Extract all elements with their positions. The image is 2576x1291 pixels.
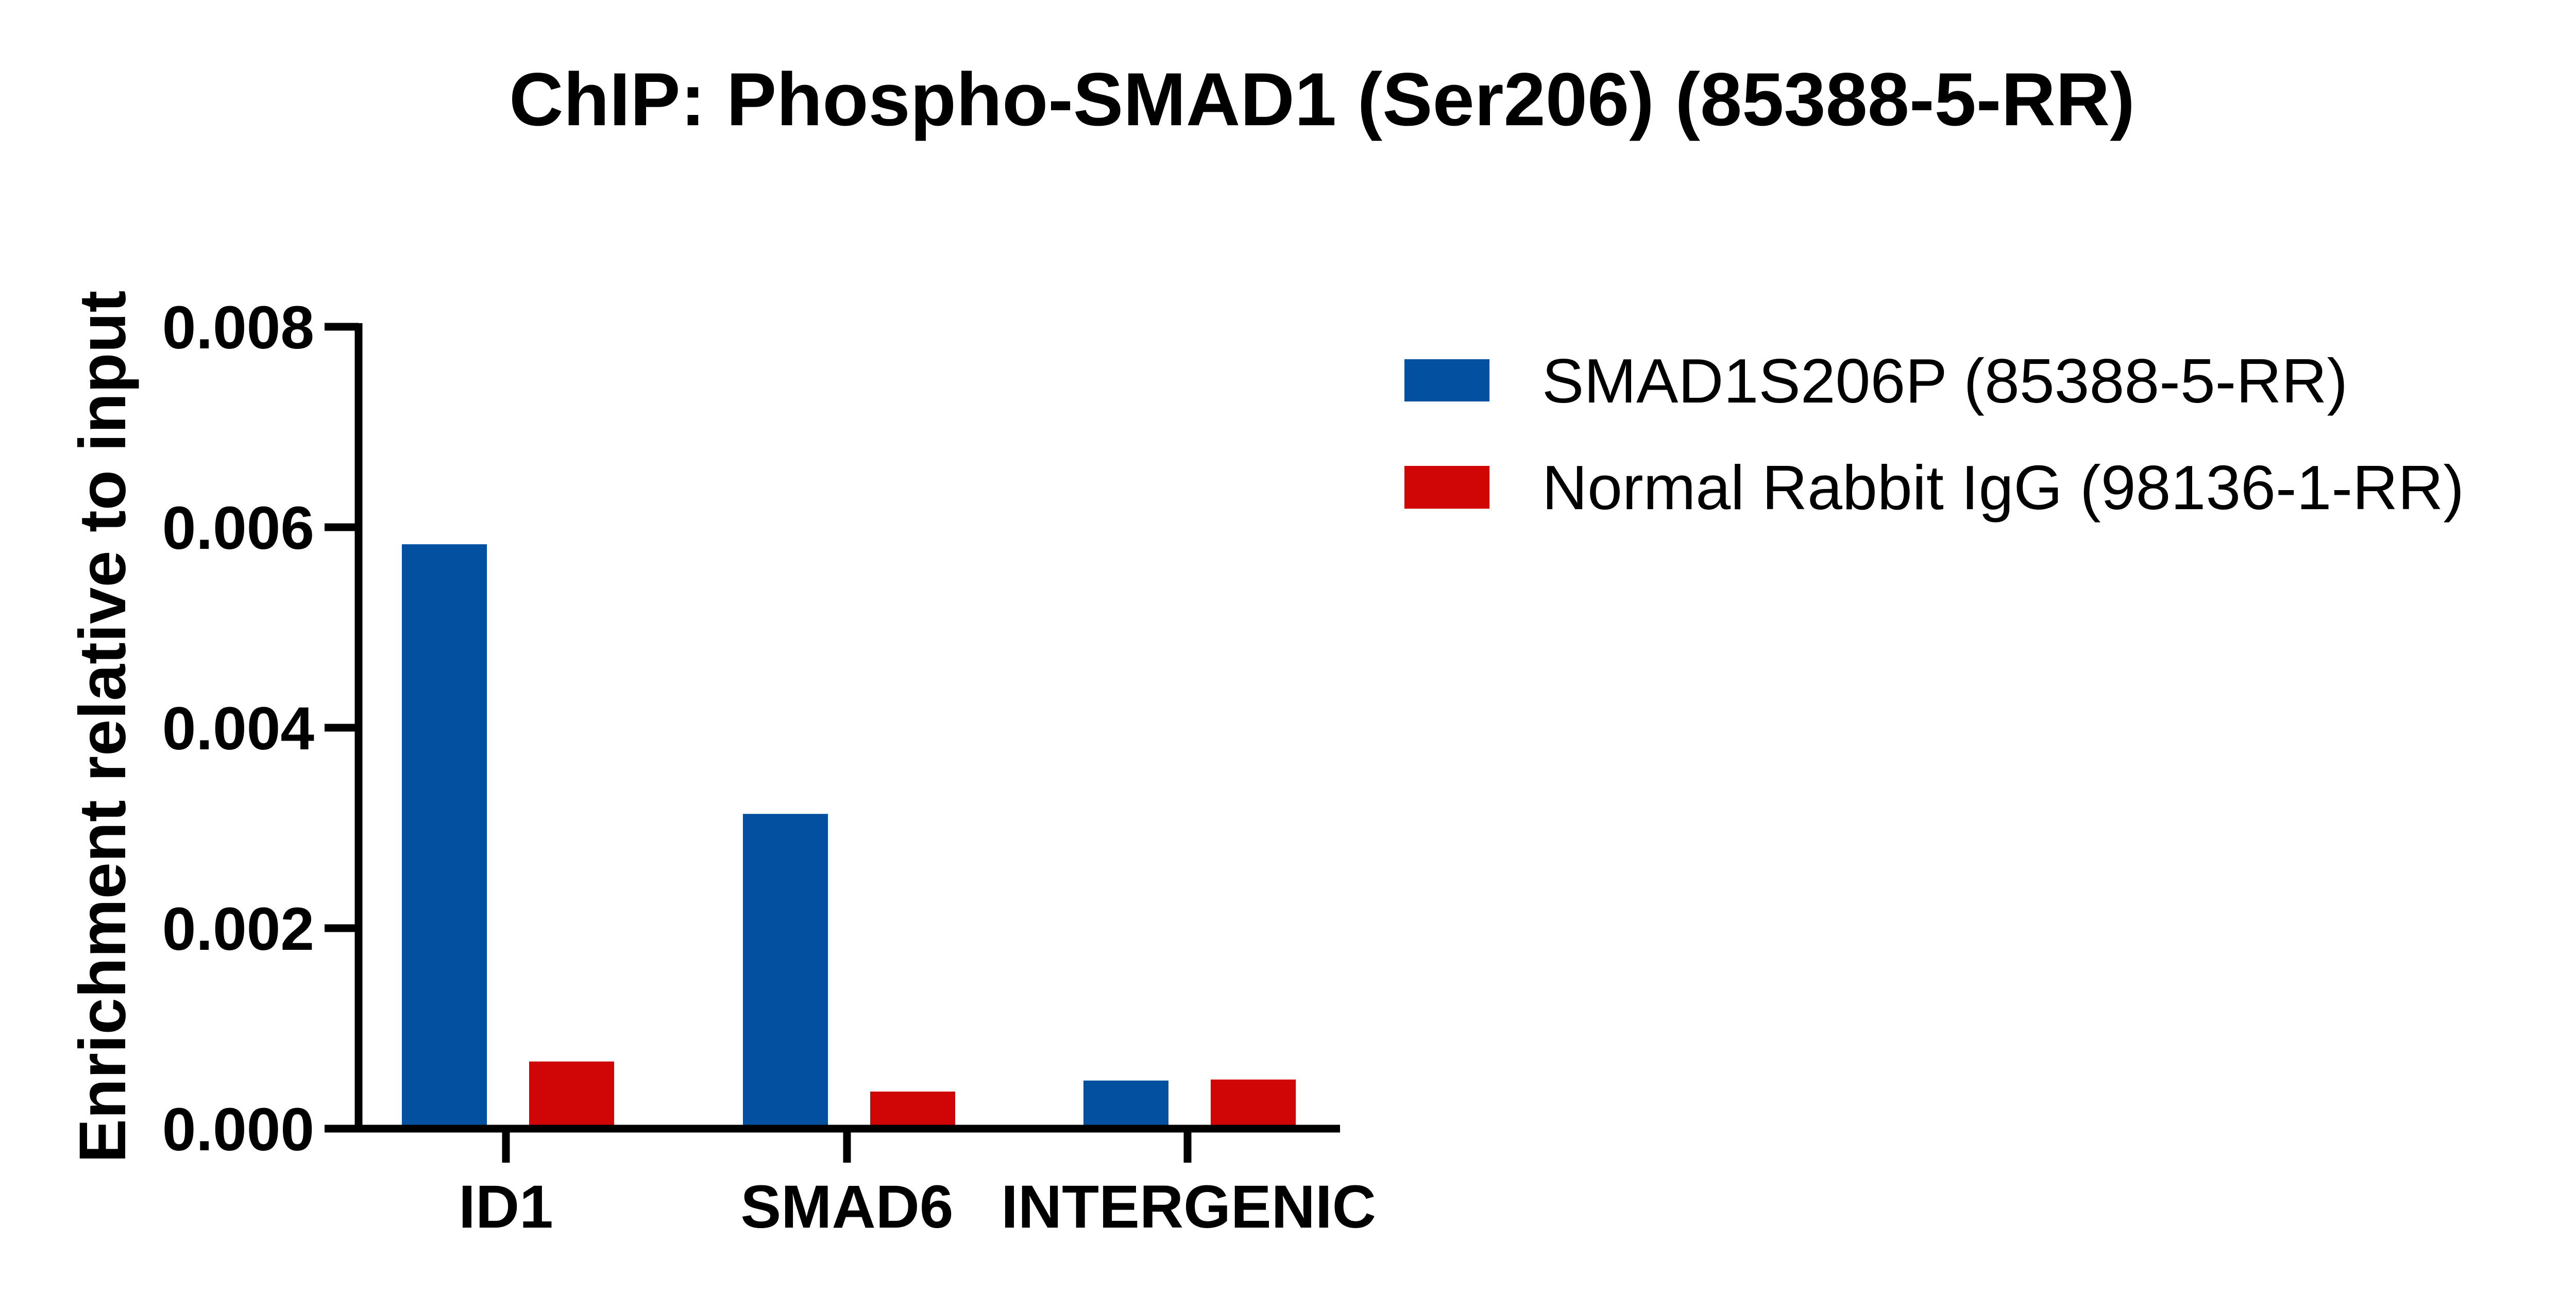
- legend-swatch-red: [1404, 466, 1489, 509]
- x-tick-label-id1: ID1: [459, 1173, 553, 1241]
- bar-id1-igg: [529, 1061, 614, 1129]
- legend-item-smad1s206p[interactable]: SMAD1S206P (85388-5-RR): [1404, 346, 2348, 416]
- y-tick-label: 0.008: [162, 294, 314, 362]
- legend-label-smad1s206p: SMAD1S206P (85388-5-RR): [1542, 346, 2348, 416]
- legend: SMAD1S206P (85388-5-RR) Normal Rabbit Ig…: [1404, 346, 2464, 523]
- bars-group: [402, 544, 1296, 1129]
- bar-smad6-smad1s206p: [743, 814, 828, 1129]
- y-tick-label: 0.000: [162, 1096, 314, 1164]
- y-axis-ticks: 0.000 0.002 0.004 0.006 0.008: [162, 294, 359, 1164]
- x-tick-label-intergenic: INTERGENIC: [1001, 1173, 1376, 1241]
- x-tick-label-smad6: SMAD6: [740, 1173, 953, 1241]
- legend-label-normal-rabbit-igg: Normal Rabbit IgG (98136-1-RR): [1542, 452, 2464, 523]
- chart-title: ChIP: Phospho-SMAD1 (Ser206) (85388-5-RR…: [509, 57, 2135, 141]
- y-axis-label: Enrichment relative to input: [66, 291, 140, 1163]
- y-tick-label: 0.004: [162, 695, 314, 763]
- bar-intergenic-smad1s206p: [1083, 1080, 1168, 1129]
- legend-swatch-blue: [1404, 359, 1489, 401]
- y-tick-label: 0.006: [162, 494, 314, 562]
- bar-intergenic-igg: [1211, 1079, 1296, 1129]
- bar-id1-smad1s206p: [402, 544, 487, 1129]
- legend-item-normal-rabbit-igg[interactable]: Normal Rabbit IgG (98136-1-RR): [1404, 452, 2464, 523]
- bar-smad6-igg: [870, 1092, 955, 1129]
- y-tick-label: 0.002: [162, 895, 314, 963]
